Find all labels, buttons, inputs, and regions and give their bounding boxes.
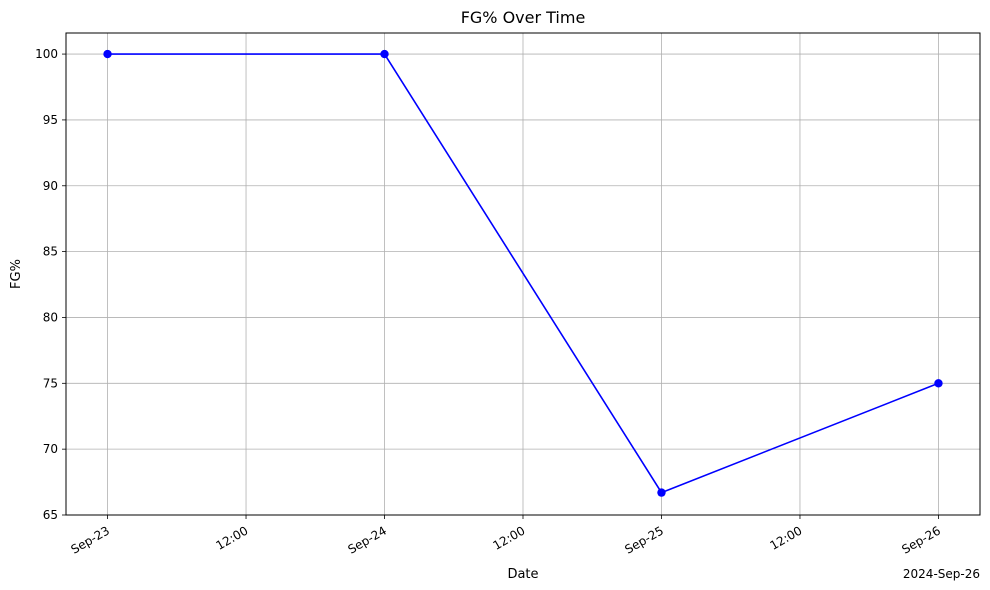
data-point bbox=[103, 49, 112, 59]
grid-lines bbox=[66, 33, 980, 516]
y-tick-label: 65 bbox=[43, 508, 58, 522]
y-tick-label: 85 bbox=[43, 245, 58, 259]
data-point bbox=[657, 488, 666, 497]
chart-title: FG% Over Time bbox=[461, 8, 586, 27]
y-tick-label: 80 bbox=[43, 310, 58, 324]
series-line bbox=[107, 53, 939, 494]
x-axis-label: Date bbox=[507, 567, 538, 582]
y-tick-label: 95 bbox=[43, 113, 58, 127]
y-tick-label: 70 bbox=[43, 442, 58, 456]
y-tick-label: 75 bbox=[43, 376, 58, 390]
x-axis-offset-label: 2024-Sep-26 bbox=[903, 567, 980, 581]
data-point bbox=[380, 49, 389, 59]
y-axis-label: FG% bbox=[9, 259, 24, 289]
data-series bbox=[103, 49, 943, 497]
y-tick-label: 100 bbox=[35, 47, 58, 61]
y-tick-label: 90 bbox=[43, 179, 58, 193]
data-point bbox=[934, 379, 943, 388]
